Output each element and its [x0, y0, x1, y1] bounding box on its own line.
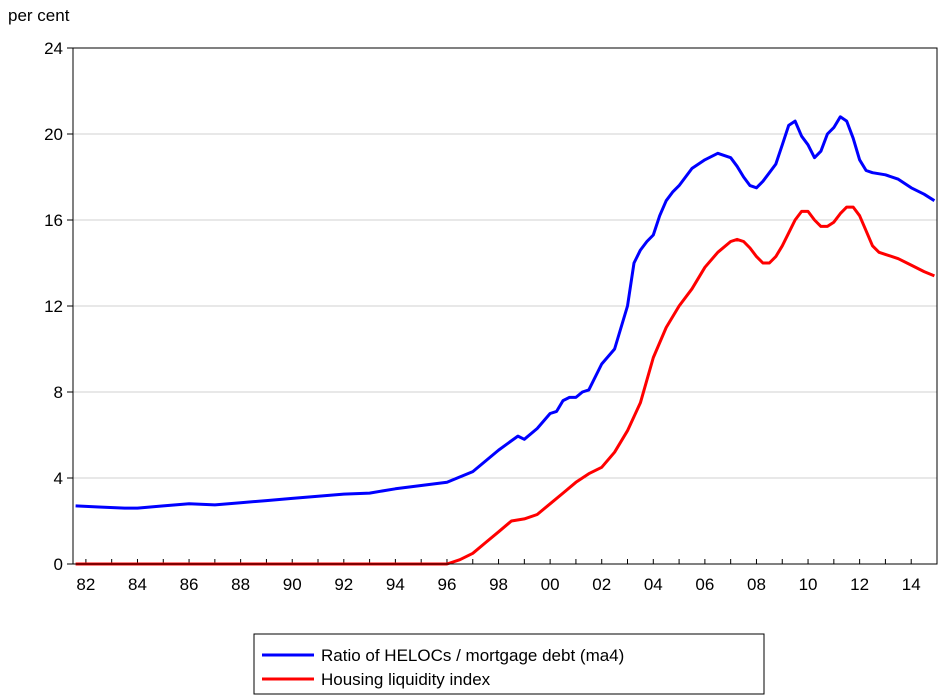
x-tick-label: 04 [644, 575, 663, 594]
x-tick-label: 00 [541, 575, 560, 594]
x-tick-label: 96 [438, 575, 457, 594]
y-tick-label: 12 [44, 297, 63, 316]
x-tick-label: 06 [695, 575, 714, 594]
y-tick-label: 4 [54, 469, 63, 488]
x-tick-label: 90 [283, 575, 302, 594]
series-layer [75, 115, 936, 566]
x-tick-label: 08 [747, 575, 766, 594]
x-tick-label: 12 [850, 575, 869, 594]
legend-label-housing-liquidity: Housing liquidity index [321, 670, 491, 689]
series-line-1 [75, 205, 935, 566]
x-tick-label: 02 [592, 575, 611, 594]
x-tick-label: 84 [128, 575, 147, 594]
legend: Ratio of HELOCs / mortgage debt (ma4) Ho… [253, 633, 765, 695]
x-axis-ticks: 82 84 86 88 90 92 94 96 98 00 02 04 06 08 10 12 14 [76, 559, 938, 594]
gridlines [73, 133, 937, 479]
x-tick-label: 86 [180, 575, 199, 594]
x-tick-label: 92 [334, 575, 353, 594]
y-tick-label: 20 [44, 125, 63, 144]
x-tick-label: 10 [799, 575, 818, 594]
legend-box [253, 633, 765, 695]
series-line-0 [75, 115, 936, 510]
y-tick-label: 16 [44, 211, 63, 230]
y-axis-ticks: 0 4 8 12 16 20 24 [44, 39, 73, 574]
y-tick-label: 8 [54, 383, 63, 402]
y-tick-label: 0 [54, 555, 63, 574]
legend-label-helocs: Ratio of HELOCs / mortgage debt (ma4) [321, 646, 624, 665]
y-unit-label: per cent [8, 6, 70, 25]
x-tick-label: 88 [231, 575, 250, 594]
plot-frame [72, 47, 938, 565]
x-tick-label: 14 [902, 575, 921, 594]
y-tick-label: 24 [44, 39, 63, 58]
x-tick-label: 94 [386, 575, 405, 594]
x-tick-label: 82 [76, 575, 95, 594]
x-tick-label: 98 [489, 575, 508, 594]
